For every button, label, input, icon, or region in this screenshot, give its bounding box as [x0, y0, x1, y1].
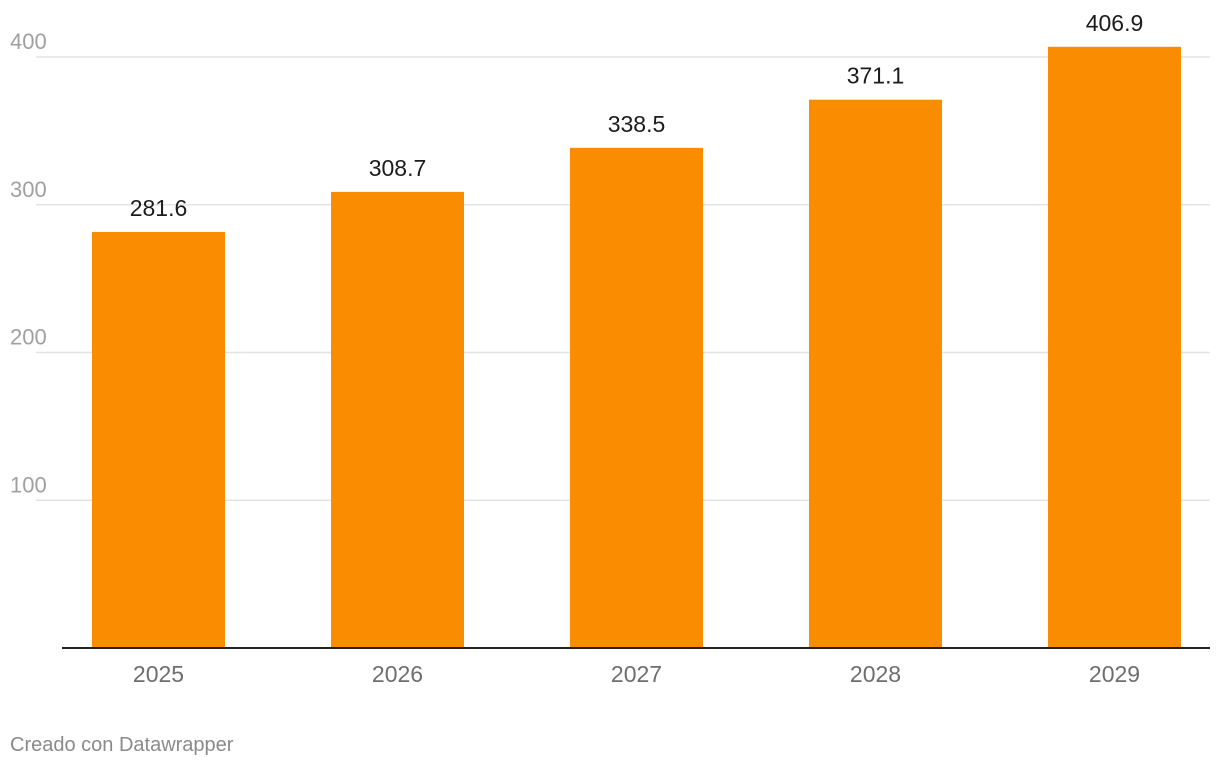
- bar-2026: [331, 191, 464, 648]
- bar-2025: [92, 231, 225, 648]
- y-tick-label: 100: [10, 472, 47, 497]
- axes: 100 200 300 400 2025 2026 2027 2028 2029: [10, 29, 1210, 687]
- data-label: 406.9: [1086, 10, 1144, 36]
- y-tick-label: 400: [10, 29, 47, 54]
- x-tick-label: 2025: [133, 661, 184, 687]
- data-label: 281.6: [130, 195, 188, 221]
- data-label: 308.7: [369, 155, 427, 181]
- x-tick-label: 2029: [1089, 661, 1140, 687]
- bar-chart: 281.6 308.7 338.5 371.1 406.9 100 200 300 400 20…: [10, 10, 1210, 687]
- x-tick-label: 2027: [611, 661, 662, 687]
- footer-credit: Creado con Datawrapper: [10, 734, 234, 756]
- bar-2029: [1048, 46, 1181, 649]
- bars: [92, 46, 1181, 649]
- x-tick-label: 2028: [850, 661, 901, 687]
- bar-2027: [570, 147, 703, 648]
- x-tick-label: 2026: [372, 661, 423, 687]
- y-tick-label: 200: [10, 325, 47, 350]
- data-label: 338.5: [608, 111, 666, 137]
- bar-2028: [809, 99, 942, 648]
- y-tick-label: 300: [10, 177, 47, 202]
- data-label: 371.1: [847, 63, 905, 89]
- data-labels: 281.6 308.7 338.5 371.1 406.9: [130, 10, 1144, 221]
